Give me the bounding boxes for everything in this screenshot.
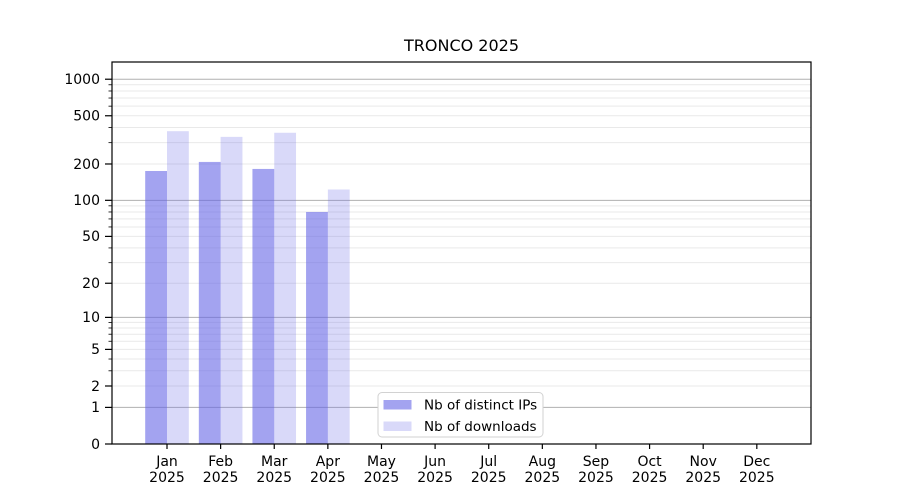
x-tick-label-year: 2025 [149,470,185,486]
y-tick-label: 500 [73,109,100,125]
legend-label: Nb of distinct IPs [424,398,537,414]
x-tick-label-year: 2025 [685,470,721,486]
x-tick-label-month: Nov [690,454,717,470]
x-axis-group: Jan2025Feb2025Mar2025Apr2025May2025Jun20… [149,444,775,486]
legend-swatch-downloads [383,421,412,431]
chart-title: TRONCO 2025 [403,36,520,55]
y-axis-group: 0 1 2 5 10 20 50 100 200 500 1000 [64,72,112,453]
legend-label: Nb of downloads [424,419,537,435]
x-tick-label-year: 2025 [739,470,775,486]
legend: Nb of distinct IPs Nb of downloads [377,392,544,438]
bar-distinct-ips [306,211,328,444]
y-tick-label: 1 [91,400,100,416]
y-tick-label: 0 [91,437,100,453]
bar-downloads [220,136,243,444]
y-tick-label: 2 [91,379,100,395]
bar-downloads [327,189,350,444]
bar-distinct-ips [145,170,167,444]
x-tick-label-year: 2025 [417,470,453,486]
x-tick-label-month: Jul [479,454,497,470]
bar-distinct-ips [252,168,275,444]
bar-downloads-group [167,131,350,445]
bar-distinct-ips [198,161,221,445]
x-tick-label-month: Feb [208,454,233,470]
x-tick-label-year: 2025 [471,470,507,486]
y-tick-label: 100 [73,193,100,209]
y-tick-label: 20 [82,276,100,292]
y-tick-label: 50 [82,229,100,245]
legend-swatch-distinct-ips [383,400,412,410]
legend-box [377,392,544,438]
x-tick-label-year: 2025 [525,470,561,486]
x-tick-label-year: 2025 [632,470,668,486]
x-tick-label-year: 2025 [203,470,239,486]
x-tick-label-year: 2025 [256,470,292,486]
x-tick-label-month: Sep [583,454,610,470]
x-tick-label-year: 2025 [364,470,400,486]
y-tick-label: 5 [91,342,100,358]
x-tick-label-year: 2025 [310,470,346,486]
bar-downloads [274,132,297,445]
bar-downloads [167,131,189,445]
plot-border [111,61,812,445]
x-tick-label-month: Dec [743,454,770,470]
x-tick-label-month: Jan [155,454,178,470]
y-minor-gridlines-group [112,84,811,387]
x-tick-label-year: 2025 [578,470,614,486]
x-tick-label-month: Oct [637,454,662,470]
y-tick-label: 1000 [64,72,100,88]
x-tick-label-month: Jun [423,454,446,470]
bar-distinct-ips-group [145,161,328,445]
x-tick-label-month: Mar [261,454,288,470]
x-tick-label-month: Aug [529,454,556,470]
x-tick-label-month: May [367,454,396,470]
y-tick-label: 10 [82,310,100,326]
x-tick-label-month: Apr [316,454,340,470]
y-tick-label: 200 [73,157,100,173]
